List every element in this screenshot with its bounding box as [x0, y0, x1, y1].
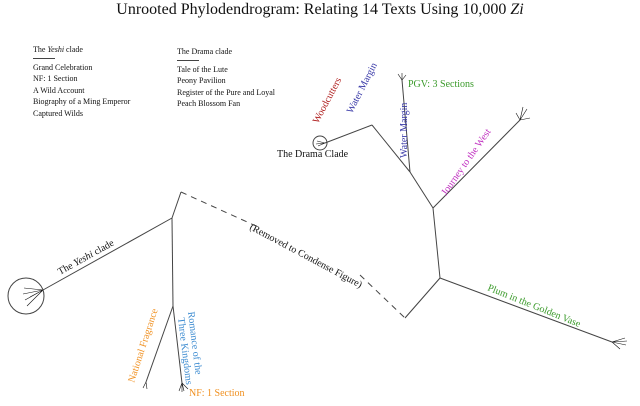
label-drama-clade: The Drama Clade — [277, 149, 349, 160]
legend-item: A Wild Account — [33, 85, 85, 95]
legend-divider — [177, 59, 199, 61]
branch-romance — [172, 305, 183, 384]
branch-drama — [324, 124, 373, 144]
branch-journey — [432, 119, 521, 209]
branch-upper — [409, 171, 434, 209]
figure-title: Unrooted Phylodendrogram: Relating 14 Te… — [0, 0, 640, 20]
leaf-fan-plum — [611, 337, 628, 350]
branch-right-lower — [404, 277, 441, 319]
legend-item: Peony Pavilion — [177, 76, 226, 85]
drama-legend-heading: The Drama clade — [177, 47, 233, 56]
legend-item: NF: 1 Section — [33, 74, 78, 83]
leaf-fan-yeshi — [22, 287, 44, 307]
leaf-fan-drama — [315, 140, 326, 147]
dashed-branch-bottom — [359, 274, 406, 319]
leaf-fans — [22, 73, 628, 392]
branch-center-vertical — [432, 207, 441, 279]
legend-item: Biography of a Ming Emperor — [33, 97, 131, 106]
yeshi-label-post: clade — [90, 237, 116, 258]
label-plum: Plum in the Golden Vase — [486, 283, 583, 331]
leaf-fan-romance — [178, 382, 189, 392]
legend-item: Grand Celebration — [33, 62, 93, 72]
title-emphasis: Zi — [510, 1, 524, 18]
title-text: Unrooted Phylodendrogram: Relating 14 Te… — [116, 1, 511, 18]
label-water-margin-right: Water Margin — [399, 103, 410, 158]
label-journey-to-the-west: Journey to the West — [439, 127, 493, 198]
branch-national-fragrance — [145, 305, 174, 383]
legend-item: Register of the Pure and Loyal — [177, 87, 275, 97]
dashed-branch-top — [180, 191, 257, 227]
legend-item: Peach Blossom Fan — [177, 99, 241, 108]
label-yeshi-clade: The Yeshi clade — [56, 237, 116, 277]
branch-yeshi — [42, 217, 173, 291]
branch-plum — [439, 277, 613, 343]
leaf-fan-pgv — [397, 73, 407, 81]
branch-lower — [171, 217, 174, 307]
branch-water-margin — [371, 124, 411, 173]
removed-connection — [180, 191, 406, 319]
legend-item: Tale of the Lute — [177, 64, 228, 74]
drama-clade-circle — [312, 135, 328, 151]
yeshi-legend-heading: The Yeshi clade — [33, 45, 83, 54]
leaf-fan-national-fragrance — [142, 381, 148, 390]
branch-pgv — [401, 79, 411, 173]
drama-clade-legend: The Drama clade Tale of the Lute Peony P… — [177, 46, 275, 110]
label-nf: NF: 1 Section — [189, 388, 245, 399]
label-removed: (Removed to Condense Figure) — [248, 222, 364, 291]
yeshi-legend-heading-rest: clade — [64, 45, 83, 54]
label-woodcutters: Woodcutters — [311, 76, 344, 126]
legend-divider — [33, 57, 55, 59]
yeshi-legend-italic: Yeshi — [47, 45, 65, 54]
leaf-fan-journey — [515, 106, 531, 121]
yeshi-clade-legend: The Yeshi clade Grand Celebration NF: 1 … — [33, 44, 130, 119]
tree-branches — [42, 79, 613, 384]
branch-left-stem — [171, 191, 182, 219]
label-national-fragrance: National Fragrance — [126, 307, 160, 384]
label-water-margin-left: Water Margin — [345, 61, 380, 115]
legend-item: Captured Wilds — [33, 108, 83, 118]
label-pgv: PGV: 3 Sections — [408, 79, 474, 90]
yeshi-clade-circle — [7, 277, 45, 315]
